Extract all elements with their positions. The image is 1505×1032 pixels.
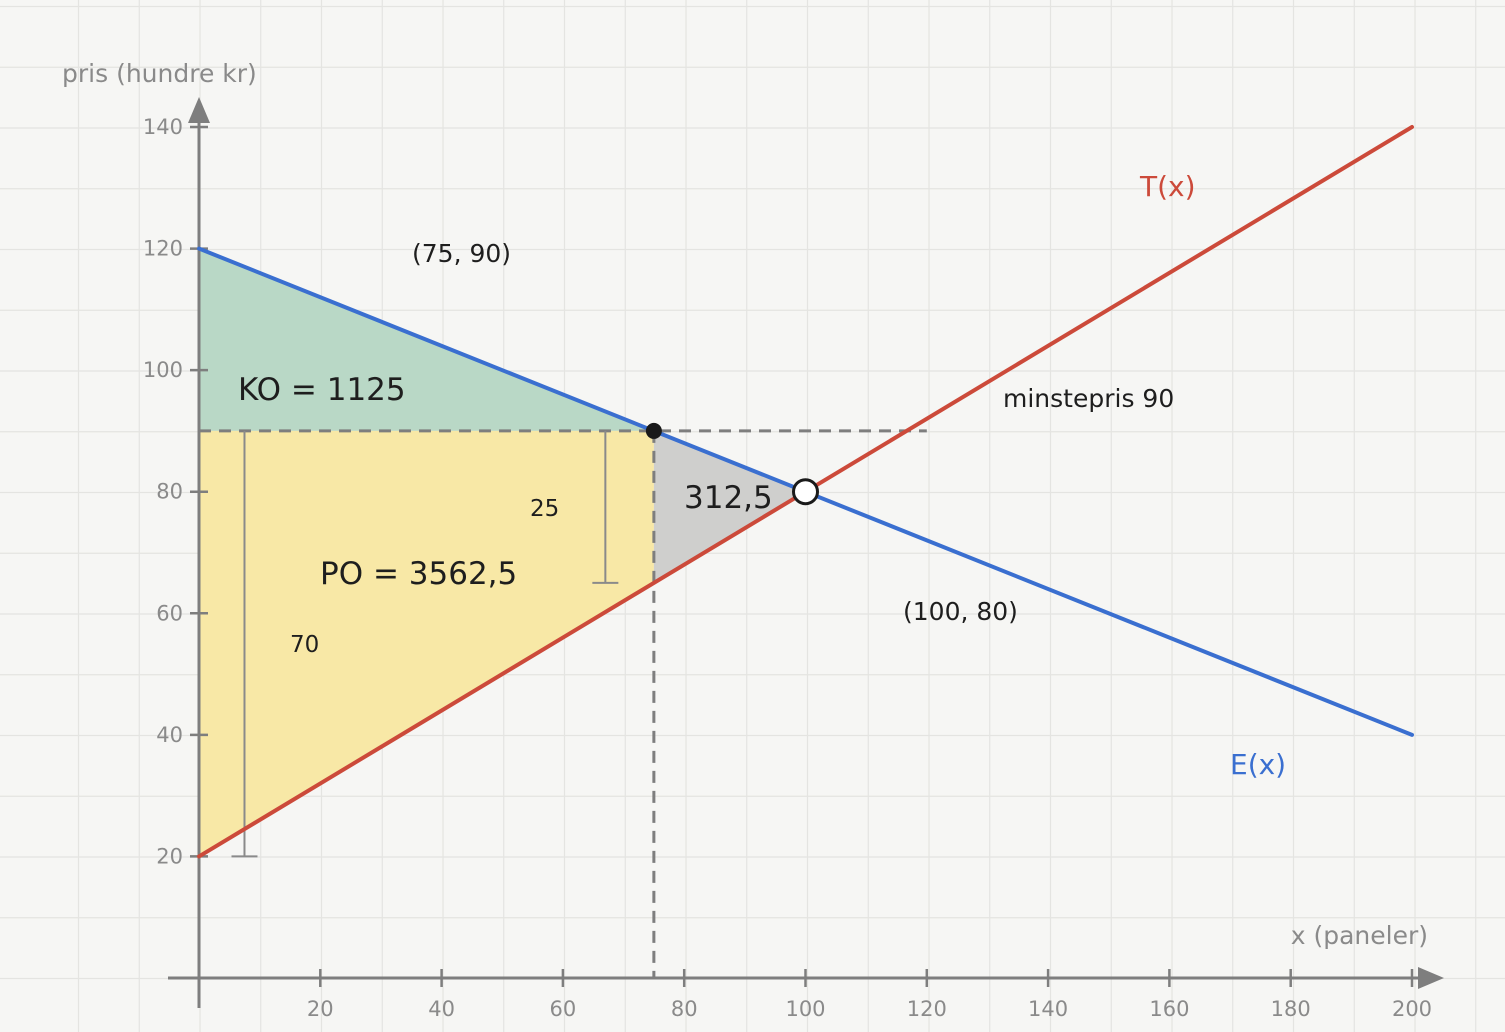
- y-tick-label: 120: [143, 237, 183, 261]
- guide-lines: [199, 429, 927, 978]
- minimum-price-label: minstepris 90: [1003, 384, 1174, 413]
- po-area: [199, 430, 654, 857]
- y-tick-label: 20: [156, 844, 183, 868]
- x-ticks: 20 40 60 80 100 120 140 160 180 200: [307, 969, 1432, 1021]
- y-tick-label: 40: [156, 723, 183, 747]
- y-tick-label: 140: [143, 115, 183, 139]
- points: [645, 422, 819, 506]
- bracket-70-label: 70: [290, 632, 319, 658]
- x-axis-title: x (paneler): [1291, 921, 1428, 950]
- brackets: [231, 430, 619, 858]
- point-label-100-80: (100, 80): [903, 597, 1018, 626]
- deadweight-loss-area: [653, 430, 806, 583]
- y-ticks: 20 40 60 80 100 120 140: [143, 115, 208, 868]
- series-label-e: E(x): [1230, 748, 1286, 781]
- y-axis-arrow: [188, 97, 210, 123]
- x-tick-label: 140: [1028, 997, 1068, 1021]
- bracket-25: [592, 430, 619, 584]
- x-tick-label: 40: [428, 997, 455, 1021]
- x-tick-label: 120: [907, 997, 947, 1021]
- equilibrium-point: [792, 478, 819, 506]
- x-tick-label: 200: [1392, 997, 1432, 1021]
- y-axis-title: pris (hundre kr): [62, 59, 257, 88]
- bracket-25-label: 25: [530, 496, 559, 522]
- x-tick-label: 20: [307, 997, 334, 1021]
- bracket-70: [231, 430, 258, 858]
- ko-label: KO = 1125: [238, 372, 406, 408]
- axes: 20 40 60 80 100 120 140 160 180 200 20 40 60 80 100 12…: [143, 97, 1444, 1021]
- shaded-areas: [199, 248, 806, 857]
- po-label: PO = 3562,5: [320, 556, 517, 592]
- series-label-t: T(x): [1139, 170, 1196, 203]
- y-tick-label: 100: [143, 358, 183, 382]
- x-tick-label: 80: [671, 997, 698, 1021]
- y-tick-label: 80: [156, 480, 183, 504]
- deadweight-loss-label: 312,5: [684, 480, 773, 516]
- x-tick-label: 180: [1271, 997, 1311, 1021]
- x-tick-label: 160: [1149, 997, 1189, 1021]
- x-tick-label: 60: [550, 997, 577, 1021]
- y-tick-label: 60: [156, 601, 183, 625]
- point-75-90: [645, 422, 662, 439]
- x-tick-label: 100: [785, 997, 825, 1021]
- point-label-75-90: (75, 90): [412, 239, 511, 268]
- x-axis-arrow: [1418, 967, 1444, 989]
